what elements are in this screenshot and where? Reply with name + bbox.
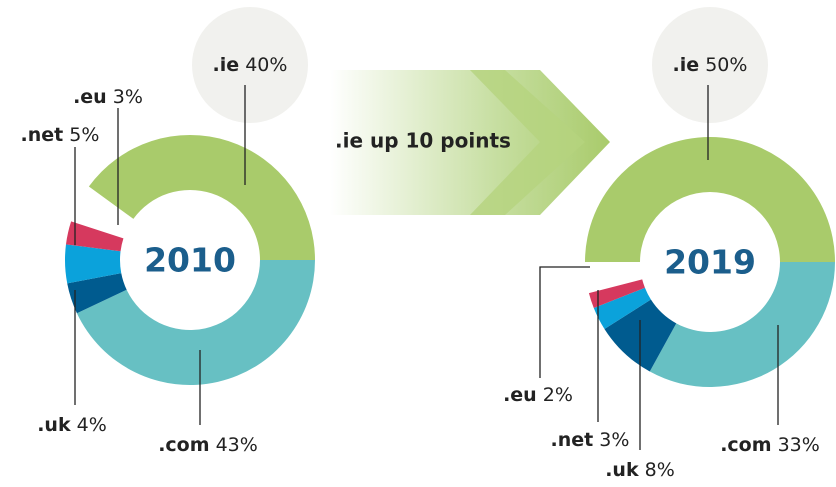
slice-label: .net 3%: [551, 429, 630, 451]
slice: [593, 287, 651, 329]
category: .ie: [213, 54, 240, 76]
center-title: 2010: [144, 241, 236, 280]
value-label: 40%: [245, 54, 287, 76]
value-label: 33%: [778, 434, 820, 456]
annotation: .ie up 10 points: [335, 129, 511, 153]
value-label: 3%: [599, 429, 629, 451]
slice-label: .uk 8%: [605, 459, 675, 481]
slice-label: .ie 50%: [673, 54, 748, 76]
value-label: 50%: [705, 54, 747, 76]
slice-label: .uk 4%: [37, 414, 107, 436]
category: .eu: [73, 86, 107, 108]
slice: [76, 260, 315, 386]
category: .eu: [503, 384, 537, 406]
slice-label: .eu 3%: [73, 86, 143, 108]
value-label: 2%: [543, 384, 573, 406]
value-label: 43%: [216, 434, 258, 456]
category: .com: [720, 434, 771, 456]
bubble: [192, 7, 308, 123]
category: .uk: [605, 459, 639, 481]
category: .uk: [37, 414, 71, 436]
slice: [67, 273, 127, 314]
value-label: 4%: [77, 414, 107, 436]
slice: [585, 137, 835, 262]
leader-line: [539, 266, 590, 378]
arrow-head: [470, 70, 585, 215]
slice-label: .eu 2%: [503, 384, 573, 406]
slice: [88, 134, 315, 260]
category: .net: [21, 124, 64, 146]
value-label: 8%: [645, 459, 675, 481]
category: .com: [158, 434, 209, 456]
bubble: [652, 7, 768, 123]
category: .ie: [673, 54, 700, 76]
value-label: 3%: [113, 86, 143, 108]
value-label: 5%: [69, 124, 99, 146]
slice-label: .com 33%: [720, 434, 820, 456]
slice-label: .ie 40%: [213, 54, 288, 76]
slice: [64, 244, 122, 284]
category: .net: [551, 429, 594, 451]
slice: [588, 279, 645, 309]
slice-label: .com 43%: [158, 434, 258, 456]
slice: [649, 262, 835, 388]
slice: [65, 221, 124, 252]
slice-label: .net 5%: [21, 124, 100, 146]
center-title: 2019: [664, 243, 756, 282]
